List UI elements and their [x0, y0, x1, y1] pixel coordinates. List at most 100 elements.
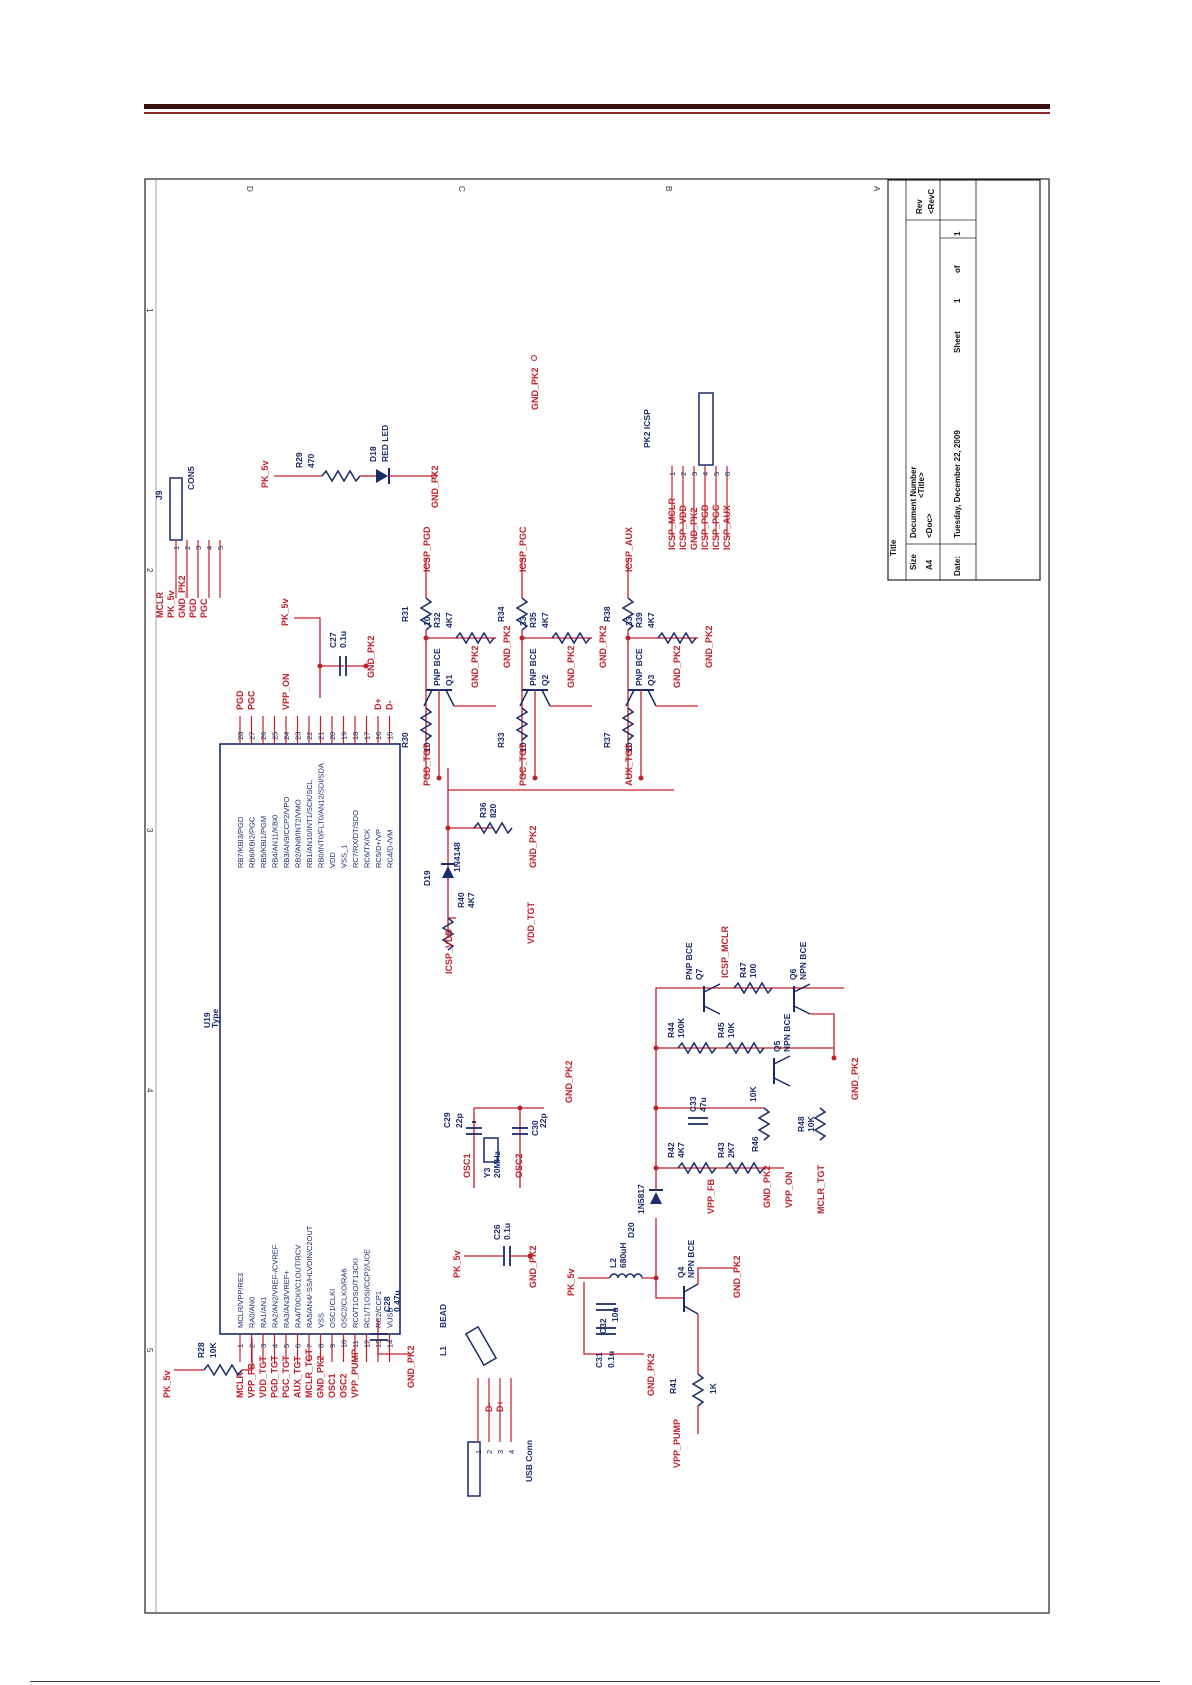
- gnd-label: GND_PK2: [430, 465, 440, 508]
- r28-group: R28 10K PK_5v: [162, 1338, 253, 1398]
- mcu-pin-number: 18: [351, 732, 360, 740]
- d18-led: [376, 469, 388, 483]
- r38-resistor: [621, 597, 635, 631]
- icsp-net-label: ICSP_PGC: [518, 526, 528, 572]
- j9-body: [169, 477, 183, 541]
- d20-diode: [650, 1192, 662, 1204]
- r29-value: 470: [306, 454, 316, 468]
- c26-value: 0.1u: [502, 1223, 512, 1240]
- mcu-pin-name: RA1/AN1: [259, 1297, 268, 1328]
- mcu-pin-number: 1: [236, 1344, 245, 1348]
- grid-top-label: B: [664, 186, 673, 191]
- l1-value: BEAD: [438, 1304, 448, 1328]
- r42-value: 4K7: [676, 1142, 686, 1158]
- gnd-label: GND_PK2: [672, 645, 682, 688]
- c32-value: 10u: [610, 1307, 620, 1322]
- grid-left-label: 5: [145, 1348, 154, 1353]
- grid-left-label: 2: [145, 568, 154, 573]
- c31-ref: C31: [594, 1352, 604, 1368]
- of-label: of: [953, 265, 962, 273]
- mcu-pin-net: OSC2: [339, 1373, 349, 1398]
- usb-conn-name: USB Conn: [524, 1440, 534, 1482]
- icsp-pin-net: ICSP_PGD: [700, 504, 710, 550]
- q4-value: NPN BCE: [686, 1239, 696, 1278]
- j9-pin-net: PGC: [199, 598, 209, 618]
- mcu-pin-net: VPP_ON: [281, 673, 291, 710]
- gnd-label: GND_PK2: [406, 1345, 416, 1388]
- icsp-pin-number: 1: [668, 472, 677, 476]
- gnd-label: GND_PK2: [732, 1255, 742, 1298]
- document-number-value: <Doc>: [925, 513, 934, 538]
- mcu-pin-number: 12: [363, 1340, 372, 1348]
- mcu-pin-name: RA5/AN4/-SS/HLVDIN/C2OUT: [305, 1225, 314, 1328]
- mcu-pin-name: RB5/KBI1/PGM: [259, 816, 268, 868]
- mcu-pin-net: OSC1: [327, 1373, 337, 1398]
- icsp-pin-net: ICSP_PGC: [711, 504, 721, 550]
- d19-value: 1N4148: [452, 842, 462, 872]
- oscillator-section: C29 22p C30 22p Y3 20MHz OSC1 OSC2 GND_P…: [442, 1060, 574, 1188]
- c30-ref: C30: [530, 1120, 540, 1136]
- r46-ref: R46: [750, 1136, 760, 1152]
- date-label: Date:: [953, 556, 962, 576]
- r46-resistor: [757, 1107, 771, 1141]
- r43-resistor: [725, 1161, 765, 1175]
- mcu-pin-name: VUSB: [386, 1308, 395, 1328]
- r39-ref: R39: [634, 612, 644, 628]
- icsp-pin-number: 2: [679, 472, 688, 476]
- mcu-pin-number: 16: [374, 732, 383, 740]
- title-value: <Title>: [917, 472, 926, 498]
- mcu-pin-name: RC1/T1OSI/CCP2/UOE: [363, 1249, 372, 1328]
- r33-resistor: [515, 707, 529, 741]
- icsp-vdd-label: ICSP_VDD: [444, 928, 454, 974]
- mcu-pin-name: RC4/D-/VM: [386, 830, 395, 868]
- q7-ref: Q7: [694, 968, 704, 980]
- d20-value: 1N5817: [636, 1184, 646, 1214]
- mcu-pin-name: RB0/INT0/FLT0/AN12/SDI/SDA: [317, 763, 326, 868]
- y3-value: 20MHz: [492, 1151, 502, 1178]
- c30-value: 22p: [538, 1113, 548, 1128]
- mcu-pin-number: 5: [282, 1344, 291, 1348]
- usb-pin-net: D-: [484, 1403, 494, 1413]
- c27-capacitor-group: C27 0.1u PK_5v GND_PK2: [280, 598, 376, 698]
- vpp-pump-label: VPP_PUMP: [672, 1419, 682, 1468]
- vpp-boost-section: L2 680uH C31 0.1u C32 10u R41 1K Q4 NPN …: [566, 1168, 742, 1468]
- r36-resistor: [473, 821, 513, 835]
- q4-ref: Q4: [676, 1266, 686, 1278]
- target-net-label: PGD_TGT: [422, 743, 432, 786]
- gnd-flag: GND_PK2: [530, 355, 540, 410]
- r29-ref: R29: [294, 452, 304, 468]
- r45-ref: R45: [716, 1022, 726, 1038]
- gnd-terminal: [431, 473, 437, 479]
- r29-resistor: [321, 469, 361, 483]
- r47-value: 100: [748, 964, 758, 978]
- mcu-pin-number: 11: [351, 1340, 360, 1348]
- grid-left-label: 3: [145, 828, 154, 833]
- r41-value: 1K: [708, 1382, 718, 1394]
- usb-pin-number: 4: [507, 1450, 516, 1454]
- mcu-pin-number: 6: [294, 1344, 303, 1348]
- icsp-pin-number: 3: [690, 472, 699, 476]
- usb-pin-net: D+: [495, 1400, 505, 1412]
- r45-value: 10K: [726, 1022, 736, 1038]
- y3-crystal: [483, 1137, 499, 1163]
- y3-ref: Y3: [482, 1167, 492, 1178]
- footer-rule: [30, 1681, 1160, 1682]
- usb-pin-number: 1: [474, 1450, 483, 1454]
- vpp-fb-label: VPP_FB: [706, 1178, 716, 1214]
- r36-ref: R36: [478, 802, 488, 818]
- gnd-label: GND_PK2: [528, 1245, 538, 1288]
- r42-resistor: [677, 1161, 717, 1175]
- r48-ref: R48: [796, 1116, 806, 1132]
- q2-ref: Q2: [540, 674, 550, 686]
- target-net-label: AUX_TGT: [624, 743, 634, 786]
- q5-value: NPN BCE: [782, 1013, 792, 1052]
- l2-value: 680uH: [618, 1242, 628, 1268]
- mcu-pin-net: PGD_TGT: [270, 1355, 280, 1398]
- mcu-pin-name: RC5/D+/VP: [374, 829, 383, 868]
- gnd-label: GND_PK2: [598, 625, 608, 668]
- vpp-switch-section: R44 100K R45 10K R42 4K7 R43 2K7 C33 47u…: [653, 925, 860, 1214]
- r35-resistor: [551, 631, 591, 645]
- icsp-pin-number: 6: [723, 472, 732, 476]
